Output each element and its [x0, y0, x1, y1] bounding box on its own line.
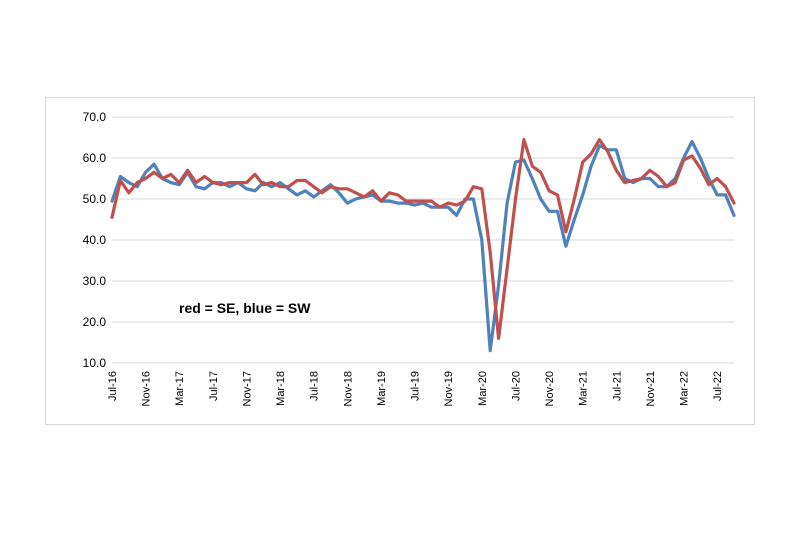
x-tick-label: Mar-21 — [578, 371, 590, 406]
x-tick-label: Jul-17 — [208, 371, 220, 401]
series-annotation: red = SE, blue = SW — [179, 300, 311, 316]
x-tick: Nov-21 — [645, 371, 657, 406]
x-tick: Jul-21 — [611, 371, 623, 401]
x-tick: Jul-16 — [107, 371, 119, 401]
x-tick-label: Jul-16 — [107, 371, 119, 401]
x-tick-label: Mar-18 — [275, 371, 287, 406]
x-tick: Nov-17 — [241, 371, 253, 406]
x-axis: Jul-16 Nov-16 Mar-17 Jul-17 Nov-17 Mar-18 Jul-… — [107, 371, 724, 406]
x-tick-label: Mar-20 — [477, 371, 489, 406]
x-tick-label: Nov-19 — [443, 371, 455, 406]
x-tick: Mar-17 — [174, 371, 186, 406]
y-tick-label: 70.0 — [83, 110, 107, 124]
series-lines — [110, 137, 736, 353]
x-tick: Mar-19 — [376, 371, 388, 406]
x-tick: Jul-17 — [208, 371, 220, 401]
x-tick-label: Jul-21 — [611, 371, 623, 401]
x-tick: Nov-20 — [544, 371, 556, 406]
y-tick-label: 50.0 — [83, 192, 107, 206]
x-tick: Jul-19 — [410, 371, 422, 401]
x-tick: Jul-18 — [309, 371, 321, 401]
x-tick: Nov-19 — [443, 371, 455, 406]
y-tick-label: 40.0 — [83, 233, 107, 247]
x-tick: Mar-22 — [679, 371, 691, 406]
series-line-sw — [110, 139, 736, 353]
y-tick-label: 30.0 — [83, 274, 107, 288]
x-tick-label: Mar-19 — [376, 371, 388, 406]
x-tick: Jul-20 — [510, 371, 522, 401]
y-axis: 10.0 20.0 30.0 40.0 50.0 60.0 70.0 — [83, 110, 107, 370]
x-tick: Mar-18 — [275, 371, 287, 406]
gridlines — [112, 116, 734, 364]
x-tick-label: Nov-16 — [141, 371, 153, 406]
y-tick-label: 10.0 — [83, 356, 107, 370]
x-tick: Nov-16 — [141, 371, 153, 406]
x-tick-label: Jul-22 — [712, 371, 724, 401]
x-tick-label: Nov-17 — [241, 371, 253, 406]
line-chart: 10.0 20.0 30.0 40.0 50.0 60.0 70.0 Jul-16 Nov-1… — [83, 110, 736, 406]
chart-frame: 10.0 20.0 30.0 40.0 50.0 60.0 70.0 Jul-16 Nov-1… — [45, 97, 755, 425]
x-tick-label: Nov-21 — [645, 371, 657, 406]
x-tick-label: Jul-20 — [510, 371, 522, 401]
x-tick: Jul-22 — [712, 371, 724, 401]
series-line-se — [110, 137, 736, 340]
x-tick-label: Mar-22 — [679, 371, 691, 406]
x-tick-label: Jul-18 — [309, 371, 321, 401]
y-tick-label: 60.0 — [83, 151, 107, 165]
x-tick: Nov-18 — [342, 371, 354, 406]
x-tick-label: Jul-19 — [410, 371, 422, 401]
y-tick-label: 20.0 — [83, 315, 107, 329]
x-tick-label: Mar-17 — [174, 371, 186, 406]
x-tick-label: Nov-18 — [342, 371, 354, 406]
x-tick: Mar-21 — [578, 371, 590, 406]
x-tick-label: Nov-20 — [544, 371, 556, 406]
x-tick: Mar-20 — [477, 371, 489, 406]
